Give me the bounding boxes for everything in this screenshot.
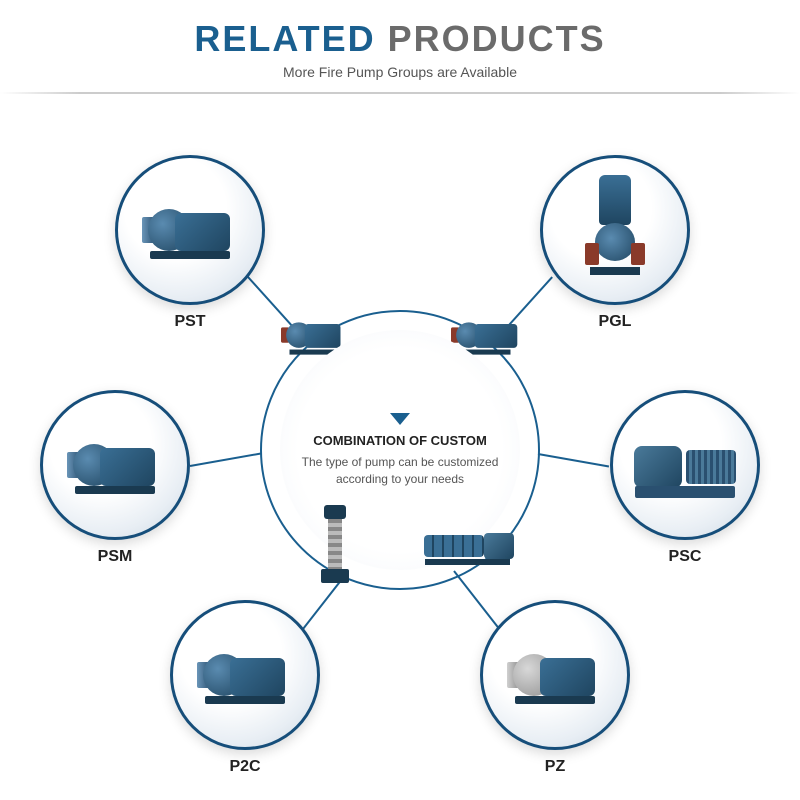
center-pump-4	[420, 510, 510, 580]
header: RELATED PRODUCTS More Fire Pump Groups a…	[0, 0, 800, 94]
pump-icon	[140, 195, 240, 265]
pump-icon	[195, 640, 295, 710]
header-divider	[0, 92, 800, 94]
node-pz[interactable]	[480, 600, 630, 750]
center-bottom-pumps	[290, 510, 510, 580]
chevron-down-icon	[390, 413, 410, 425]
node-label-psm: PSM	[40, 548, 190, 566]
node-pgl[interactable]	[540, 155, 690, 305]
node-label-p2c: P2C	[170, 758, 320, 776]
node-p2c[interactable]	[170, 600, 320, 750]
connector-psc	[538, 453, 609, 467]
node-psc[interactable]	[610, 390, 760, 540]
center-title: COMBINATION OF CUSTOM	[313, 433, 487, 448]
node-label-pz: PZ	[480, 758, 630, 776]
pump-icon	[65, 430, 165, 500]
node-pst[interactable]	[115, 155, 265, 305]
node-label-pst: PST	[115, 313, 265, 331]
page-subtitle: More Fire Pump Groups are Available	[0, 64, 800, 80]
product-diagram: COMBINATION OF CUSTOM The type of pump c…	[0, 100, 800, 800]
center-description: The type of pump can be customized accor…	[300, 454, 500, 488]
pump-icon	[505, 640, 605, 710]
node-psm[interactable]	[40, 390, 190, 540]
connector-psm	[190, 453, 261, 467]
node-label-pgl: PGL	[540, 313, 690, 331]
page-title: RELATED PRODUCTS	[0, 18, 800, 60]
node-label-psc: PSC	[610, 548, 760, 566]
pump-icon	[585, 175, 645, 285]
title-muted: PRODUCTS	[376, 18, 606, 59]
center-pump-3	[290, 510, 380, 580]
title-accent: RELATED	[194, 18, 375, 59]
pump-icon	[630, 428, 740, 503]
